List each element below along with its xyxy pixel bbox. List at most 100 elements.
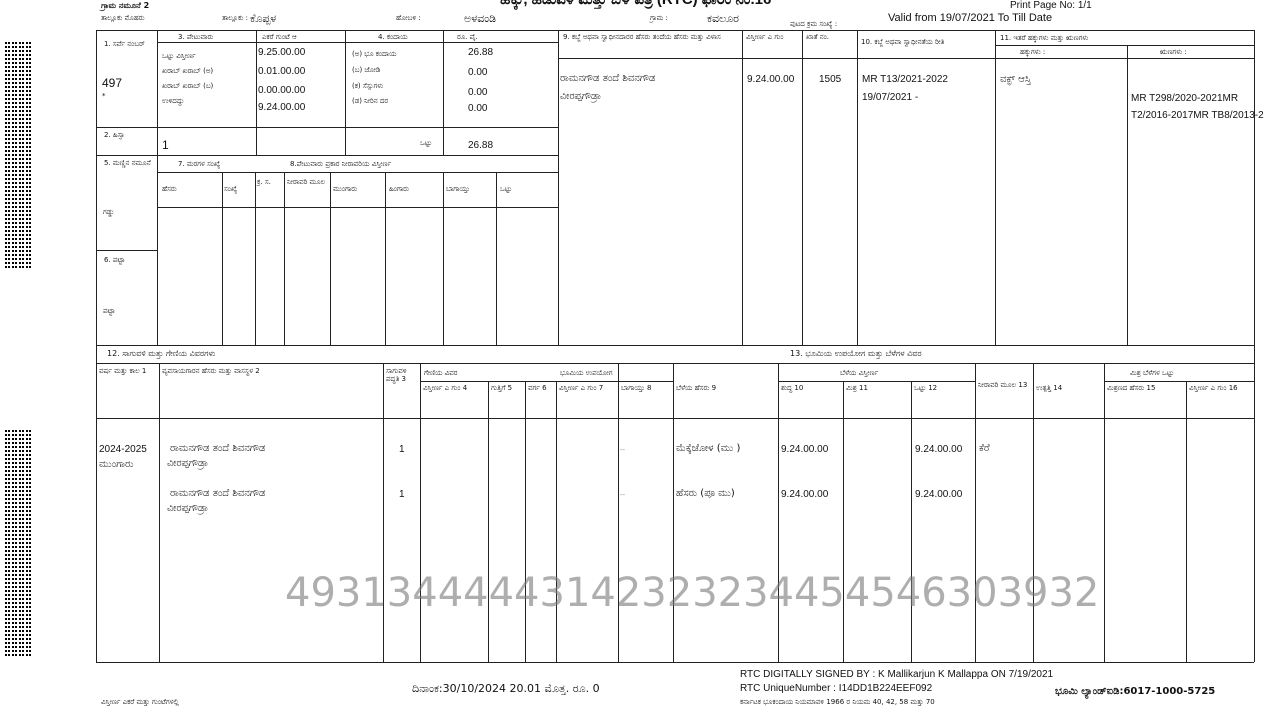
- tax-total-label: ಒಟ್ಟು: [420, 139, 433, 147]
- crop-name-2: ): [736, 443, 741, 454]
- grid-line: [256, 30, 257, 155]
- crop-season: ಮುಂಗಾರು: [99, 459, 134, 470]
- crop-section-title: 12. ಸಾಗುವಳಿ ಮತ್ತು ಗೇಣಿಯ ವಿವರಗಳು: [107, 349, 216, 358]
- grid-line: [96, 363, 1254, 364]
- crop-col-header: ಬೆಳೆಯ ಹೆಸರು 9: [676, 384, 717, 392]
- grid-line: [525, 381, 526, 662]
- grid-line: [420, 381, 673, 382]
- group-lease: ಗೇಣಿಯ ವಿವರ: [424, 369, 458, 377]
- crop-col-header: ವ್ಯವಸಾಯಗಾರನ ಹೆಸರು ಮತ್ತು ವಾಸಸ್ಥಳ 2: [162, 367, 260, 375]
- grid-line: [1127, 45, 1128, 345]
- irrigation-col-header: ಮುಂಗಾರು: [333, 185, 358, 193]
- grid-line: [778, 381, 975, 382]
- crop-col-header: ವರ್ಗ 6: [528, 384, 547, 392]
- page-serial-label: ಪುಟದ ಕ್ರಮ ಸಂಖ್ಯೆ :: [790, 20, 838, 28]
- grid-line: [742, 30, 743, 345]
- grid-line: [673, 363, 674, 662]
- grid-line: [330, 172, 331, 345]
- rights-label: 11. ಇತರೆ ಹಕ್ಕುಗಳು ಮತ್ತು ಋಣಗಳು: [1000, 34, 1089, 42]
- unique-number: RTC UniqueNumber : I14DD1B224EEF092: [740, 683, 933, 694]
- grid-line: [96, 127, 558, 128]
- khata-number: 1505: [819, 74, 842, 85]
- grid-line: [345, 30, 346, 155]
- grid-line: [284, 172, 285, 345]
- tax-value: 0.00: [468, 87, 488, 98]
- cultivator-name: ರಾಮನಗೌಡ ತಂದೆ ಶಿವನಗೌಡ: [170, 488, 266, 499]
- liabilities-2: T2/2016-2017MR TB8/2013-2: [1131, 110, 1264, 121]
- grid-line: [96, 30, 97, 662]
- grid-line: [488, 381, 489, 662]
- crop-col-header: ಉತ್ಪತ್ತಿ 14: [1036, 384, 1063, 392]
- owner-area-label: ವಿಸ್ತೀರ್ಣ ಎ ಗುಂ: [746, 33, 784, 41]
- hissa-label: 2. ಹಿಸ್ಸಾ: [104, 131, 125, 139]
- tax-row-label: (ಅ) ಭೂ ಕಂದಾಯ: [352, 50, 397, 58]
- grid-line: [159, 363, 160, 662]
- group-mixed: ಮಿಶ್ರ ಬೆಳೆಗಳ ಒಟ್ಟು: [1130, 369, 1175, 377]
- crop-col-header: ಬಾಗಾಯ್ತು 8: [621, 384, 652, 392]
- area-value: 0.00.00.00: [258, 85, 306, 96]
- hobli-label: ಹೋಬಳಿ :: [396, 14, 421, 22]
- grid-line: [157, 30, 158, 345]
- grid-line: [157, 172, 558, 173]
- group-crop-area: ಬೆಳೆಯ ವಿಸ್ತೀರ್ಣ: [840, 369, 879, 377]
- grid-line: [96, 418, 1254, 419]
- crop-col-header: ವಿಸ್ತೀರ್ಣ ಎ ಗುಂ 16: [1189, 384, 1238, 392]
- taluk-label: ತಾಲ್ಲೂಕು :: [222, 14, 248, 22]
- grid-line: [222, 172, 223, 345]
- area-label: 3. ಪೇಟುವಾರು: [178, 33, 214, 41]
- crop-name: ಮೆಕ್ಕೆಜೋಳ (ಮು: [676, 443, 734, 454]
- tax-value: 26.88: [468, 47, 494, 58]
- grid-line: [843, 381, 844, 662]
- soil-value: ಗಡ್ಡು: [103, 208, 115, 216]
- taluk-value: ಕೊಪ್ಪಳ: [250, 12, 277, 25]
- crop-name-cell: ಮೆಕ್ಕೆಜೋಳ (ಮು ): [676, 441, 776, 456]
- document-title: ಹಕ್ಕು, ಹಿಡುವಳಿ ಮತ್ತು ಬೆಳೆ ಪತ್ರ (RTC) ಫಾರ…: [500, 0, 771, 10]
- act-reference: ಕರ್ನಾಟಕ ಭೂಕಂದಾಯ ನಿಯಮಾವಳಿ 1966 ರ ನಿಯಮ 40,…: [740, 698, 935, 706]
- land-use-title: 13. ಭೂಮಿಯ ಉಪಯೋಗ ಮತ್ತು ಬೆಳೆಗಳ ವಿವರ: [790, 349, 922, 358]
- crop-col-header: ವಿಸ್ತೀರ್ಣ ಎ ಗುಂ 4: [423, 384, 468, 392]
- owner-name: ರಾಮನಗೌಡ ತಂದೆ ಶಿವನಗೌಡ: [560, 73, 656, 84]
- grid-line: [556, 381, 557, 662]
- crop-dash: --: [620, 446, 626, 454]
- crop-pure-area: 9.24.00.00: [781, 489, 829, 500]
- grid-line: [1033, 363, 1034, 662]
- cultivator-name: ರಾಮನಗೌಡ ತಂದೆ ಶಿವನಗೌಡ: [170, 443, 266, 454]
- grid-line: [975, 363, 976, 662]
- grid-line: [385, 172, 386, 345]
- barcode-bottom: [5, 428, 33, 656]
- irrigation-col-header: ನೀರಾವರಿ ಮೂಲ: [287, 178, 326, 186]
- mutation-date: 19/07/2021 -: [862, 92, 919, 103]
- mutation-label: 10. ಕಬ್ಜೆ ಅಥವಾ ಸ್ವಾಧೀನತೆಯ ರೀತಿ: [861, 38, 945, 46]
- hobli-value: ಅಳವಂಡಿ: [464, 12, 497, 25]
- tax-label: 4. ಕಂದಾಯ: [378, 33, 408, 41]
- trees-col-header: ಸಂಖ್ಯೆ: [224, 185, 238, 193]
- grid-line: [157, 42, 558, 43]
- pahani-label: 6. ಪಟ್ಟಾ: [104, 256, 125, 264]
- area-value: 9.24.00.00: [258, 102, 306, 113]
- survey-mark: *: [102, 92, 106, 100]
- owner-area: 9.24.00.00: [747, 74, 795, 85]
- area-row-label: ಉಳಿದದ್ದು: [162, 97, 185, 105]
- grid-line: [443, 172, 444, 345]
- grid-line: [1104, 363, 1105, 662]
- watermark: 49313444443142323234454546303932: [285, 570, 1100, 616]
- crop-dash: --: [620, 491, 626, 499]
- grid-line: [558, 30, 559, 345]
- owner-name-2: ವೀರಪ್ಪಗೌಡ್ರಾ: [560, 91, 602, 102]
- area-row-label: ಒಟ್ಟು ವಿಸ್ತೀರ್ಣ: [162, 52, 196, 60]
- group-uncultivated: ಭೂಮಿಯ ಉಪಯೋಗ: [560, 369, 613, 377]
- irrigation-source: ಕೆರೆ: [979, 443, 990, 454]
- tax-units: ರೂ. ಪೈ.: [457, 33, 478, 41]
- bhoomi-land-id: ಭೂಮಿ ಲ್ಯಾಂಡ್‌ಐಡಿ:6017-1000-5725: [1055, 686, 1216, 697]
- village-value: ಕವಲೂರ: [707, 12, 739, 25]
- trees-col-header: ಹೆಸರು: [162, 185, 177, 193]
- survey-label: 1. ಸರ್ವೆ ನಂಬರ್: [104, 40, 145, 48]
- crop-year: 2024-2025: [99, 444, 147, 455]
- grid-line: [496, 172, 497, 345]
- crop-pure-area: 9.24.00.00: [781, 444, 829, 455]
- grid-line: [778, 363, 779, 662]
- irrigation-col-header: ಕ್ರ. ಸ.: [257, 178, 271, 186]
- crop-col-header: ನೀರಾವರಿ ಮೂಲ 13: [978, 381, 1028, 389]
- crop-total-area: 9.24.00.00: [915, 489, 963, 500]
- khata-label: ಖಾತೆ ನಂ.: [806, 33, 830, 41]
